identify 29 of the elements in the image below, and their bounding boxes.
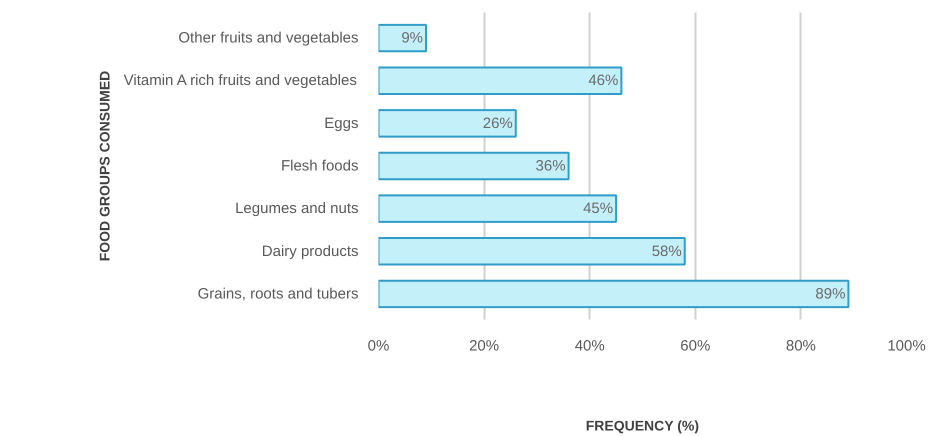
bar: [378, 152, 570, 180]
data-label: 45%: [583, 200, 614, 218]
bar: [378, 280, 850, 308]
y-tick-label: Eggs: [324, 114, 359, 132]
bar: [378, 194, 618, 223]
bar: [378, 109, 517, 138]
y-tick-label: Grains, roots and tubers: [198, 285, 359, 302]
data-label: 58%: [652, 242, 682, 260]
data-label: 36%: [536, 158, 566, 174]
y-tick-label: Legumes and nuts: [235, 200, 358, 218]
x-tick-label: 0%: [368, 338, 390, 354]
data-label: 9%: [401, 30, 424, 47]
data-label: 46%: [588, 72, 618, 90]
y-tick-label: Other fruits and vegetables: [178, 30, 359, 47]
data-label: 89%: [815, 285, 846, 302]
x-tick-label: 100%: [887, 338, 926, 354]
x-axis-title: FREQUENCY (%): [586, 418, 700, 434]
x-tick-label: 80%: [786, 338, 816, 354]
x-tick-label: 20%: [469, 338, 500, 354]
x-tick-label: 40%: [574, 338, 605, 354]
bar: [378, 237, 686, 266]
x-tick-label: 60%: [680, 338, 710, 354]
bar: [378, 66, 622, 95]
y-tick-label: Dairy products: [262, 242, 358, 260]
y-axis-title: FOOD GROUPS CONSUMED: [96, 70, 113, 262]
data-label: 26%: [482, 114, 513, 132]
y-tick-label: Vitamin A rich fruits and vegetables: [124, 72, 357, 90]
y-tick-label: Flesh foods: [280, 158, 359, 174]
bar: [378, 24, 428, 52]
